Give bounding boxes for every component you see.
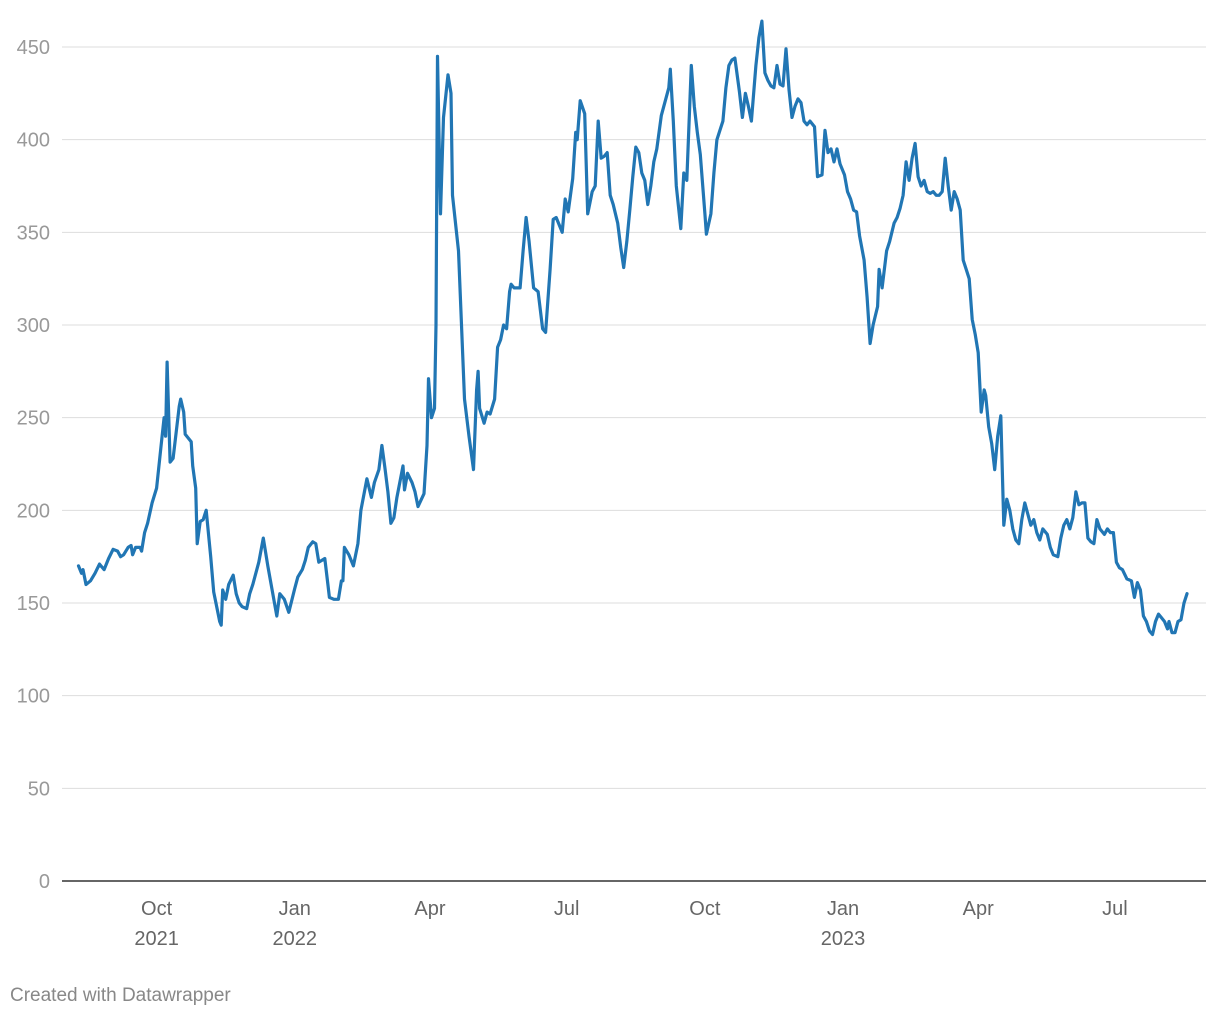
x-axis-tick-labels: Oct 2021 Jan 2022 Apr Jul Oct Jan 2023 Apr Jul <box>134 898 1127 950</box>
gridlines <box>62 46 1206 789</box>
y-tick-label: 0 <box>39 871 50 893</box>
x-tick-label: Jul <box>554 898 580 920</box>
line-chart: 0 50 100 150 200 250 300 350 400 450 Oct 2021 Jan 20… <box>17 19 1206 950</box>
y-tick-label: 50 <box>28 778 50 800</box>
y-tick-label: 100 <box>17 686 50 708</box>
y-tick-label: 300 <box>17 315 50 337</box>
y-tick-label: 350 <box>17 222 50 244</box>
x-tick-year-label: 2021 <box>134 928 179 950</box>
x-tick-year-label: 2022 <box>273 928 318 950</box>
y-tick-label: 400 <box>17 130 50 152</box>
y-tick-label: 250 <box>17 408 50 430</box>
x-tick-label: Apr <box>414 898 445 920</box>
x-tick-label: Jan <box>827 898 859 920</box>
y-tick-label: 450 <box>17 37 50 59</box>
price-line <box>76 19 1189 637</box>
x-tick-label: Jul <box>1102 898 1128 920</box>
x-tick-label: Jan <box>279 898 311 920</box>
footer-credit: Created with Datawrapper <box>10 985 231 1006</box>
x-tick-label: Apr <box>963 898 994 920</box>
x-tick-label: Oct <box>141 898 173 920</box>
y-axis-tick-labels: 0 50 100 150 200 250 300 350 400 450 <box>17 37 50 893</box>
x-tick-label: Oct <box>689 898 721 920</box>
y-tick-label: 150 <box>17 593 50 615</box>
x-tick-year-label: 2023 <box>821 928 866 950</box>
y-tick-label: 200 <box>17 500 50 522</box>
